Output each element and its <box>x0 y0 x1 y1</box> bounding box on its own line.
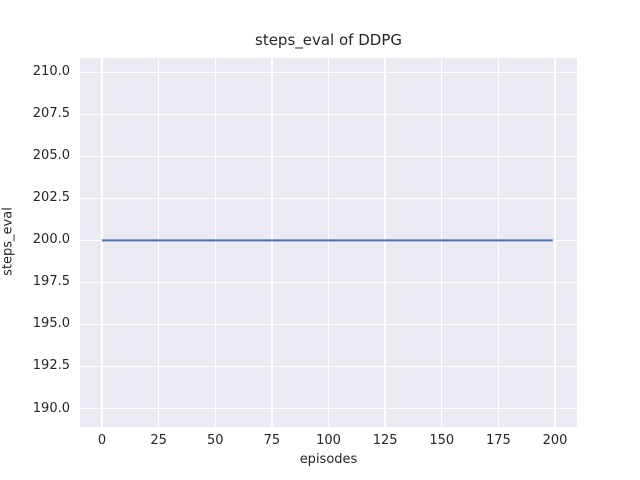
y-tick-label: 197.5 <box>32 274 70 290</box>
gridline-vertical <box>441 58 443 427</box>
gridline-vertical <box>327 58 330 427</box>
plot-area <box>80 58 577 427</box>
x-tick-label: 75 <box>263 433 281 448</box>
gridline-vertical <box>271 58 273 427</box>
x-tick-label: 25 <box>150 433 167 448</box>
x-tick-label: 200 <box>542 433 568 448</box>
gridline-horizontal <box>80 113 577 115</box>
y-axis-label: steps_eval <box>0 207 16 276</box>
gridline-horizontal <box>80 155 577 157</box>
gridline-horizontal <box>80 323 577 326</box>
y-tick-label: 202.5 <box>32 190 70 206</box>
y-tick-label: 205.0 <box>32 148 70 164</box>
x-tick-label: 100 <box>316 433 341 448</box>
y-tick-label: 192.5 <box>32 358 70 374</box>
x-axis-label: episodes <box>299 452 358 467</box>
gridline-horizontal <box>80 407 577 410</box>
y-tick-label: 210.0 <box>32 64 70 80</box>
y-tick-label: 190.0 <box>32 400 70 416</box>
gridline-vertical <box>554 58 556 427</box>
x-tick-label: 150 <box>429 433 455 448</box>
series-layer <box>101 239 553 242</box>
y-tick-label: 200.0 <box>32 232 70 248</box>
chart-title: steps_eval of DDPG <box>255 31 402 49</box>
gridline-horizontal <box>80 197 577 200</box>
gridline-vertical <box>157 58 160 427</box>
gridline-vertical <box>101 58 103 427</box>
y-tick-label: 207.5 <box>32 106 70 122</box>
x-tick-label: 50 <box>206 433 224 448</box>
x-tick-label: 125 <box>372 433 398 448</box>
gridline-horizontal <box>80 281 577 284</box>
x-tick-label: 175 <box>485 433 511 448</box>
gridline-vertical <box>497 58 500 427</box>
y-tick-label: 195.0 <box>32 316 70 332</box>
x-tick-label: 0 <box>97 433 107 448</box>
gridline-vertical <box>384 58 386 427</box>
gridline-horizontal <box>80 71 577 73</box>
gridline-horizontal <box>80 365 577 368</box>
gridline-vertical <box>214 58 216 427</box>
